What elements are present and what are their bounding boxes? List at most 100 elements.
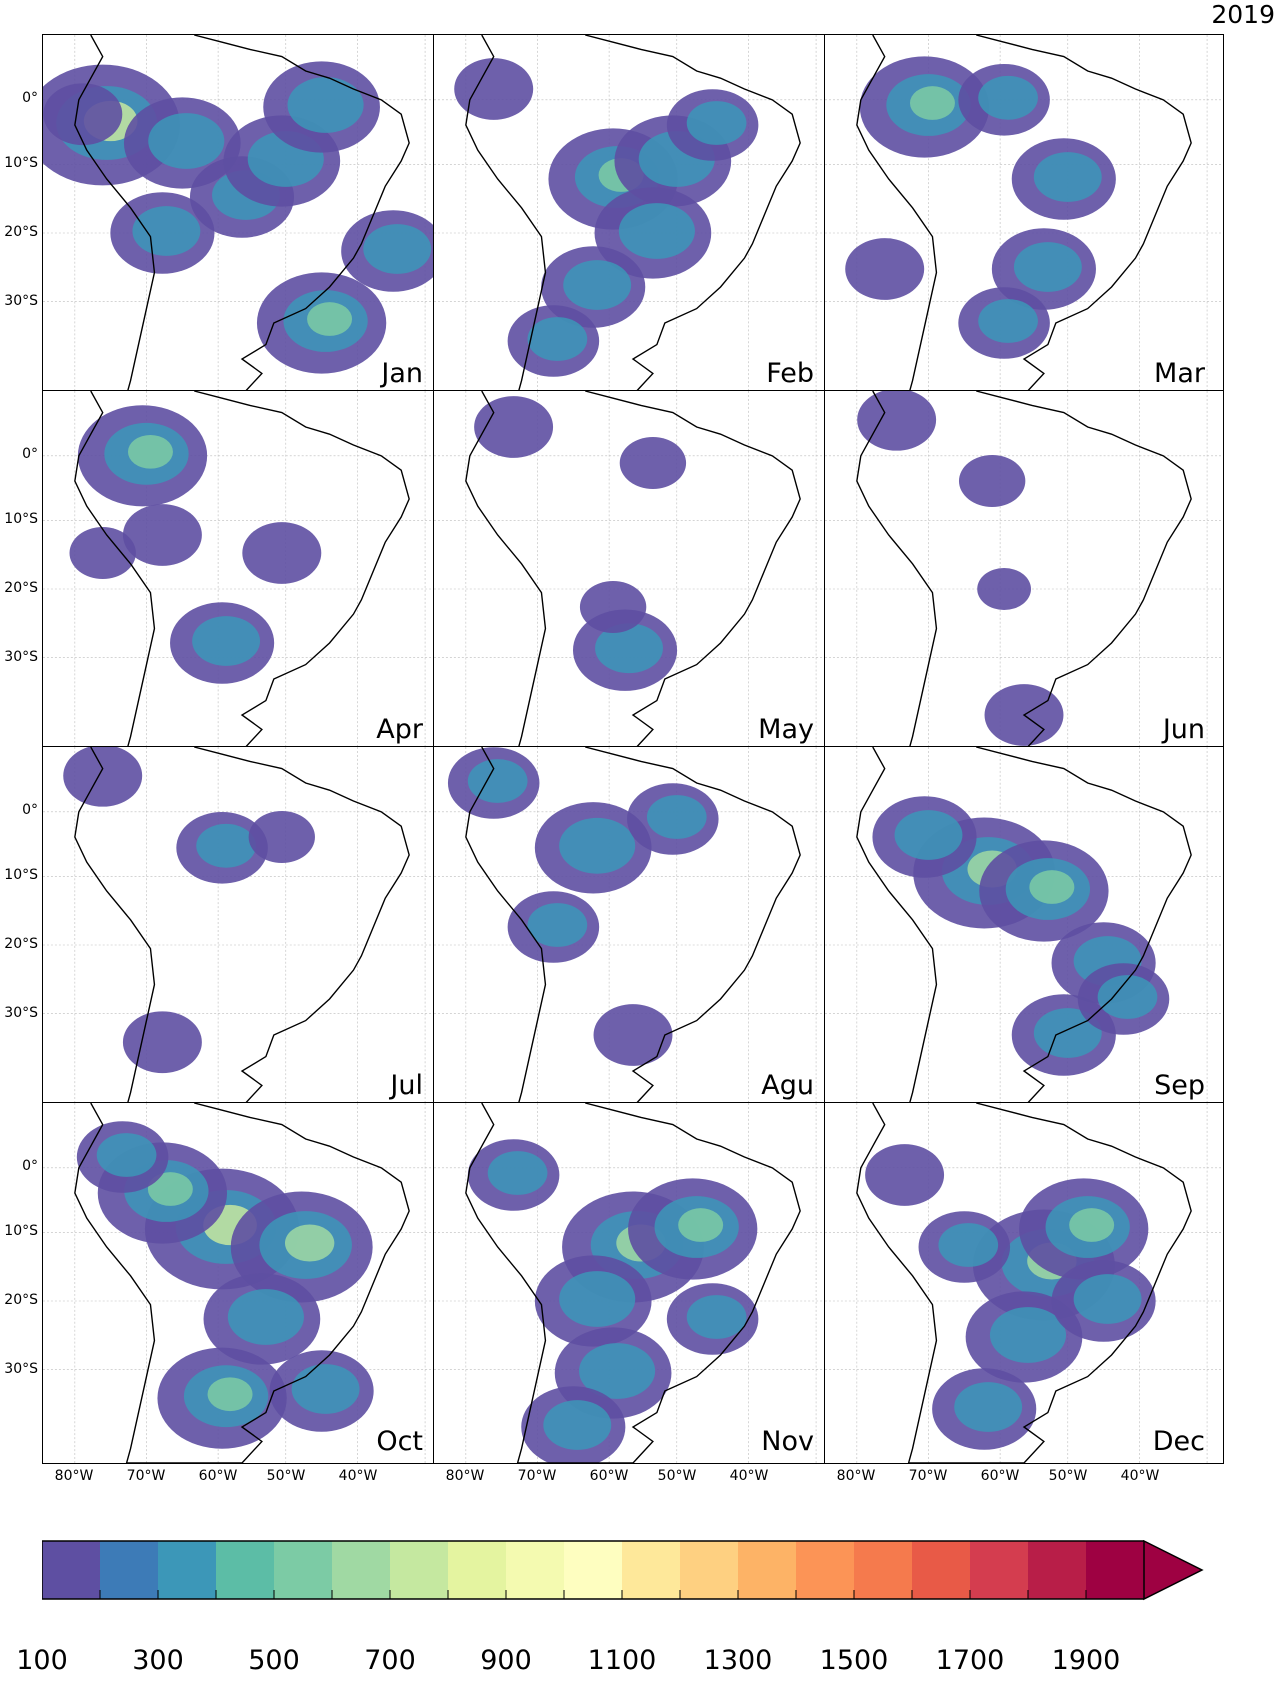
map-svg xyxy=(43,1103,441,1463)
lat-label: 20°S xyxy=(4,936,38,953)
precip-field xyxy=(43,61,441,374)
colorbar-tick-label: 1500 xyxy=(819,1645,889,1676)
precip-blob xyxy=(686,1295,747,1339)
precip-field xyxy=(857,391,1064,746)
colorbar-segment xyxy=(1086,1541,1145,1599)
lon-label: 80°W xyxy=(836,1468,876,1484)
lon-label: 80°W xyxy=(54,1468,94,1484)
precip-blob xyxy=(579,581,647,633)
precip-field xyxy=(63,747,315,1074)
precip-blob xyxy=(527,317,588,361)
year-title: 2019 xyxy=(1211,0,1275,29)
precip-blob xyxy=(192,616,261,666)
precip-blob xyxy=(363,224,432,274)
colorbar-segment xyxy=(680,1541,739,1599)
month-label: Dec xyxy=(1152,1426,1205,1457)
colorbar-segment xyxy=(912,1541,971,1599)
coastline xyxy=(465,35,801,395)
colorbar-segment xyxy=(1028,1541,1087,1599)
month-label: Jun xyxy=(1162,714,1205,745)
colorbar-segment xyxy=(506,1541,565,1599)
precip-blob xyxy=(865,1144,945,1206)
colorbar-segment xyxy=(390,1541,449,1599)
lat-label: 20°S xyxy=(4,580,38,597)
precip-field xyxy=(447,747,719,1066)
precip-field xyxy=(865,1144,1156,1450)
map-svg xyxy=(825,391,1223,751)
colorbar-segment xyxy=(564,1541,623,1599)
map-svg xyxy=(43,35,441,395)
map-panel-nov: Nov xyxy=(433,1102,833,1464)
lon-label: 60°W xyxy=(589,1468,629,1484)
lat-label: 0° xyxy=(22,446,38,463)
lon-label: 50°W xyxy=(1048,1468,1088,1484)
lat-label: 10°S xyxy=(4,867,38,884)
precip-field xyxy=(845,56,1116,359)
precip-blob xyxy=(291,1364,360,1414)
precip-blob xyxy=(148,113,225,169)
map-panel-dec: Dec xyxy=(824,1102,1224,1464)
precip-field xyxy=(69,405,322,684)
month-label: Sep xyxy=(1154,1070,1205,1101)
precip-blob xyxy=(1069,1208,1115,1242)
colorbar-tick-label: 1900 xyxy=(1051,1645,1121,1676)
colorbar-segment xyxy=(448,1541,507,1599)
precip-blob xyxy=(127,434,173,469)
precip-blob xyxy=(227,1289,304,1345)
colorbar-extend-arrow xyxy=(1143,1540,1204,1601)
precip-blob xyxy=(207,1377,253,1412)
colorbar-tick-label: 1100 xyxy=(587,1645,657,1676)
precip-blob xyxy=(938,1223,999,1267)
colorbar-segment xyxy=(970,1541,1029,1599)
month-label: Jan xyxy=(381,358,423,389)
lon-label: 70°W xyxy=(908,1468,948,1484)
precip-blob xyxy=(593,1004,673,1066)
lat-label: 10°S xyxy=(4,1223,38,1240)
precip-blob xyxy=(467,759,528,803)
coastline xyxy=(74,35,410,395)
precip-blob xyxy=(857,391,937,451)
precip-blob xyxy=(122,1011,202,1074)
colorbar-frame xyxy=(42,1540,1144,1600)
precip-blob xyxy=(307,302,353,336)
precip-blob xyxy=(978,75,1038,120)
colorbar-segment xyxy=(622,1541,681,1599)
lon-label: 80°W xyxy=(445,1468,485,1484)
precip-blob xyxy=(686,101,747,145)
lon-label: 60°W xyxy=(980,1468,1020,1484)
precip-blob xyxy=(595,623,663,674)
precip-blob xyxy=(954,1382,1023,1432)
month-label: Jul xyxy=(390,1070,423,1101)
lon-label: 40°W xyxy=(729,1468,769,1484)
lat-label: 0° xyxy=(22,1158,38,1175)
coastline xyxy=(856,747,1192,1107)
coastline xyxy=(74,747,410,1107)
precip-blob xyxy=(977,567,1031,611)
precip-blob xyxy=(646,795,707,839)
map-panel-jun: Jun xyxy=(824,390,1224,752)
precip-blob xyxy=(122,504,202,566)
lon-label: 40°W xyxy=(1120,1468,1160,1484)
map-svg xyxy=(434,35,832,395)
precip-blob xyxy=(454,58,534,120)
precip-blob xyxy=(43,83,123,146)
lon-label: 70°W xyxy=(126,1468,166,1484)
lat-label: 20°S xyxy=(4,1292,38,1309)
lon-label: 60°W xyxy=(198,1468,238,1484)
precip-blob xyxy=(132,206,201,256)
colorbar-segment xyxy=(854,1541,913,1599)
colorbar-segment xyxy=(332,1541,391,1599)
precip-blob xyxy=(1013,242,1082,292)
precip-blob xyxy=(242,522,322,584)
lat-label: 10°S xyxy=(4,155,38,172)
colorbar-segment xyxy=(274,1541,333,1599)
map-panel-jul: Jul xyxy=(42,746,442,1108)
map-svg xyxy=(434,747,832,1107)
precip-blob xyxy=(1097,975,1158,1019)
map-svg xyxy=(825,747,1223,1107)
colorbar-tick-label: 500 xyxy=(248,1645,300,1676)
precip-blob xyxy=(196,823,256,868)
precip-blob xyxy=(1033,1008,1102,1058)
lon-label: 70°W xyxy=(517,1468,557,1484)
colorbar-tick-label: 300 xyxy=(132,1645,184,1676)
